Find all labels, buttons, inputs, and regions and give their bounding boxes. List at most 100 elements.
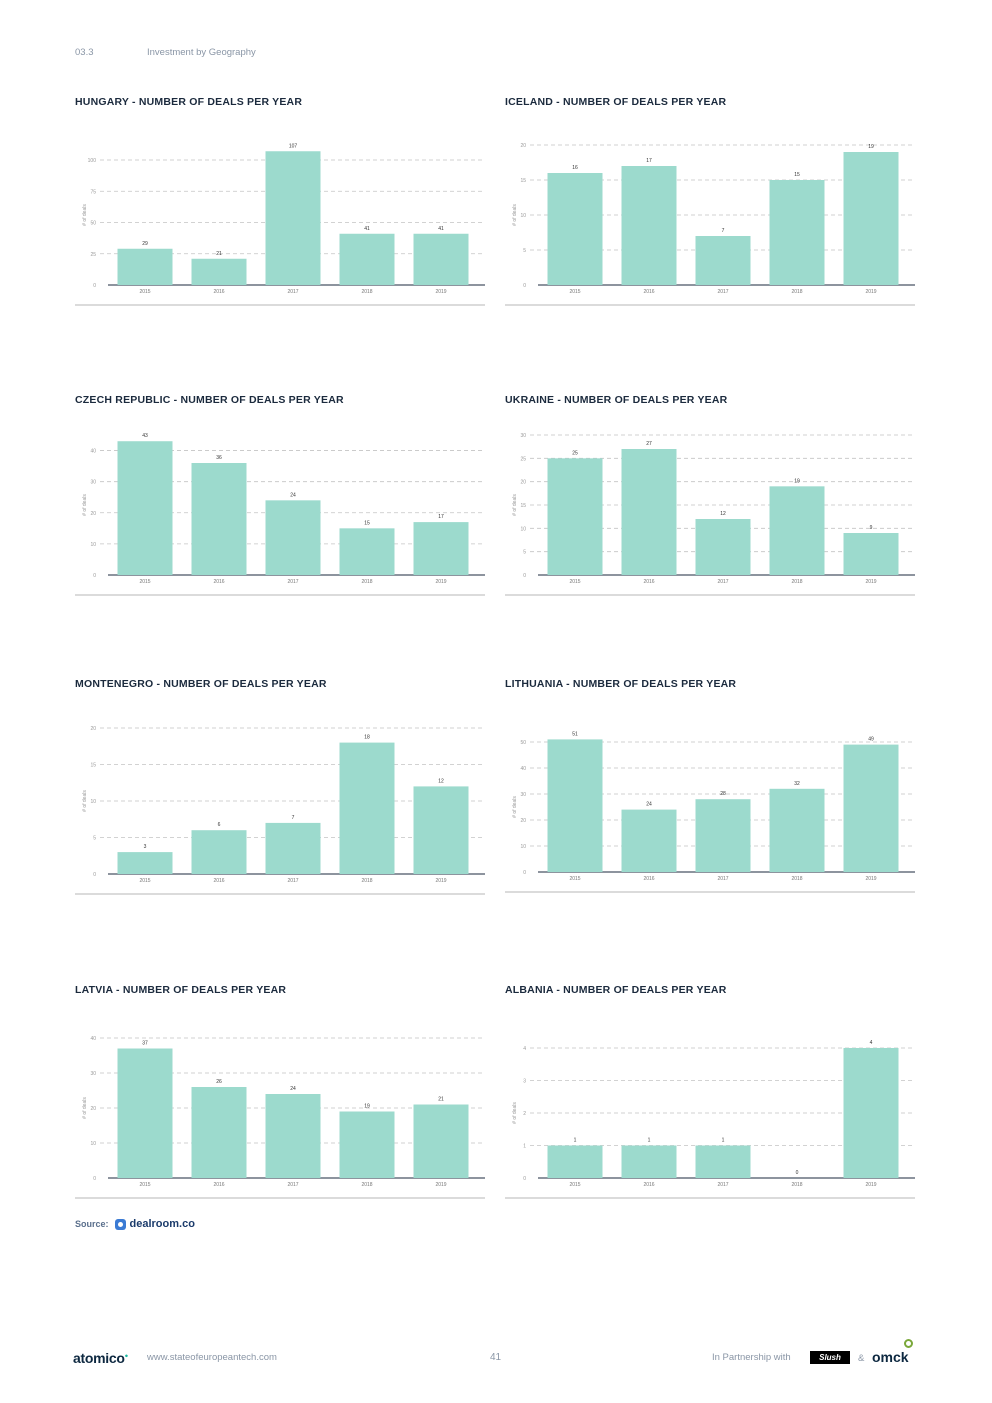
footer-url[interactable]: www.stateofeuropeantech.com (147, 1352, 277, 1363)
y-tick-label: 15 (520, 503, 526, 509)
chart-title-montenegro: MONTENEGRO - NUMBER OF DEALS PER YEAR (75, 678, 327, 690)
bar-2016 (621, 166, 677, 285)
x-tick-label: 2015 (139, 289, 150, 295)
y-tick-label: 40 (90, 449, 96, 455)
section-title: Investment by Geography (147, 47, 256, 58)
x-tick-label: 2016 (213, 579, 224, 585)
y-axis-label: # of deals (82, 204, 88, 226)
y-tick-label: 10 (520, 526, 526, 532)
atomico-logo[interactable]: atomico● (73, 1350, 128, 1366)
bar-2018 (769, 486, 825, 575)
bar-2015 (117, 248, 173, 285)
x-tick-label: 2019 (865, 876, 876, 882)
y-tick-label: 75 (90, 189, 96, 195)
y-tick-label: 50 (520, 740, 526, 746)
y-tick-label: 20 (90, 1106, 96, 1112)
y-tick-label: 0 (93, 1176, 96, 1182)
data-label: 7 (292, 815, 295, 821)
dealroom-logo[interactable]: dealroom.co (114, 1218, 195, 1230)
y-tick-label: 40 (90, 1036, 96, 1042)
bar-2018 (339, 1111, 395, 1178)
data-label: 43 (142, 433, 148, 439)
x-tick-label: 2018 (361, 1182, 372, 1188)
x-tick-label: 2015 (569, 289, 580, 295)
y-axis-label: # of deals (82, 1097, 88, 1119)
chart-title-albania: ALBANIA - NUMBER OF DEALS PER YEAR (505, 984, 727, 996)
data-label: 51 (572, 731, 578, 737)
y-tick-label: 50 (90, 221, 96, 227)
data-label: 28 (720, 791, 726, 797)
chart-title-iceland: ICELAND - NUMBER OF DEALS PER YEAR (505, 96, 727, 108)
x-tick-label: 2015 (139, 1182, 150, 1188)
bar-2017 (695, 1145, 751, 1178)
y-axis-label: # of deals (82, 494, 88, 516)
x-tick-label: 2015 (139, 878, 150, 884)
bar-2019 (843, 744, 899, 872)
bar-2018 (339, 528, 395, 575)
data-label: 36 (216, 455, 222, 461)
y-tick-label: 0 (523, 283, 526, 289)
section-number: 03.3 (75, 47, 94, 58)
x-tick-label: 2016 (643, 876, 654, 882)
y-tick-label: 40 (520, 766, 526, 772)
data-label: 19 (794, 478, 800, 484)
y-tick-label: 100 (88, 158, 97, 164)
y-axis-label: # of deals (82, 790, 88, 812)
data-label: 1 (648, 1138, 651, 1144)
bar-2019 (413, 786, 469, 874)
bar-2016 (191, 463, 247, 575)
data-label: 107 (289, 143, 298, 149)
data-label: 7 (722, 228, 725, 234)
dealroom-name: dealroom.co (129, 1218, 195, 1230)
y-tick-label: 3 (523, 1079, 526, 1085)
x-tick-label: 2018 (791, 876, 802, 882)
bar-2015 (547, 1145, 603, 1178)
data-label: 25 (572, 450, 578, 456)
x-tick-label: 2019 (435, 579, 446, 585)
lithuania-deals-chart: 0 10 20 30 40 50 # of deals 51 2015 24 2016 28 2017 3… (505, 731, 915, 893)
y-tick-label: 0 (93, 283, 96, 289)
data-label: 12 (438, 778, 444, 784)
bar-2017 (695, 799, 751, 872)
y-tick-label: 15 (520, 178, 526, 184)
bar-2015 (117, 852, 173, 874)
x-tick-label: 2015 (139, 579, 150, 585)
y-tick-label: 25 (520, 456, 526, 462)
chart-title-czech: CZECH REPUBLIC - NUMBER OF DEALS PER YEA… (75, 394, 344, 406)
x-tick-label: 2017 (287, 579, 298, 585)
hungary-deals-chart: 0 25 50 75 100 # of deals 29 2015 21 2016 107 2017 4… (75, 143, 485, 306)
y-axis-label: # of deals (512, 796, 518, 818)
bar-2015 (547, 173, 603, 285)
source-label: Source: (75, 1219, 109, 1229)
y-tick-label: 1 (523, 1144, 526, 1150)
data-label: 16 (572, 165, 578, 171)
dealroom-icon (114, 1218, 126, 1230)
data-label: 21 (438, 1097, 444, 1103)
y-axis-label: # of deals (512, 204, 518, 226)
albania-deals-chart: 0 1 2 3 4 # of deals 1 2015 1 2016 1 2017 0 2018 4 2019 (505, 1040, 915, 1199)
data-label: 24 (290, 492, 296, 498)
omck-logo[interactable]: omck (872, 1349, 909, 1365)
y-tick-label: 10 (520, 213, 526, 219)
bar-2016 (621, 449, 677, 575)
y-tick-label: 20 (90, 726, 96, 732)
x-tick-label: 2018 (791, 579, 802, 585)
chart-title-ukraine: UKRAINE - NUMBER OF DEALS PER YEAR (505, 394, 728, 406)
data-label: 12 (720, 511, 726, 517)
data-label: 41 (364, 226, 370, 232)
data-label: 19 (364, 1104, 370, 1110)
y-tick-label: 5 (93, 836, 96, 842)
data-label: 17 (646, 158, 652, 164)
bar-2017 (695, 519, 751, 575)
y-tick-label: 0 (523, 573, 526, 579)
y-tick-label: 25 (90, 252, 96, 258)
x-tick-label: 2016 (213, 289, 224, 295)
data-label: 49 (868, 737, 874, 743)
x-tick-label: 2016 (643, 579, 654, 585)
y-tick-label: 10 (90, 542, 96, 548)
y-tick-label: 10 (520, 844, 526, 850)
slush-logo[interactable]: Slush (810, 1351, 850, 1364)
bar-2018 (769, 788, 825, 872)
bar-2016 (191, 1087, 247, 1178)
x-tick-label: 2018 (361, 289, 372, 295)
